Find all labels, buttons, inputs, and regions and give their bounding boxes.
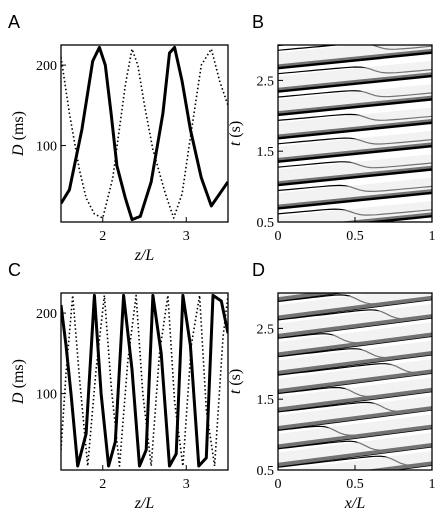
x-axis-label: z/L: [134, 247, 155, 264]
y-axis-label: D (ms): [10, 111, 27, 157]
shaded-region: [278, 414, 432, 449]
shaded-region: [278, 154, 432, 184]
wavefront-curve: [278, 20, 432, 27]
y-tick-label: 1.5: [257, 393, 275, 408]
shaded-region: [278, 395, 432, 430]
shaded-region: [278, 60, 432, 91]
plot-area: [61, 293, 228, 468]
x-axis-label: x/L: [344, 495, 366, 512]
wavefront-curve: [278, 279, 432, 289]
shaded-region: [278, 0, 432, 13]
plot-frame: [60, 44, 229, 223]
x-tick-label: 2: [99, 477, 106, 492]
shaded-region: [278, 293, 340, 301]
series-solid-line: [61, 45, 228, 222]
shaded-region: [278, 256, 432, 276]
shaded-region: [278, 45, 432, 67]
panel-letter: C: [8, 260, 21, 280]
y-axis-label: D (ms): [10, 359, 27, 405]
y-axis-label: t (s): [227, 369, 244, 394]
panel-letter: A: [8, 12, 20, 32]
shaded-region: [278, 130, 432, 161]
series-dotted-line: [61, 294, 228, 467]
shaded-region: [278, 303, 432, 338]
shaded-region: [278, 293, 432, 320]
x-tick-label: 0: [275, 477, 282, 492]
panel-c: C 2 3 100 200 D (ms) z/L: [8, 260, 229, 512]
y-tick-label: 2.5: [257, 74, 275, 89]
y-tick-label: 100: [36, 388, 57, 403]
x-tick-label: 1: [429, 229, 436, 244]
series-dotted-line: [61, 48, 228, 219]
wave-band: [278, 5, 432, 21]
panel-b: B0 0.5 10.51.52.5t (s): [227, 0, 436, 244]
x-tick-label: 3: [183, 477, 190, 492]
wave-band: [278, 45, 289, 47]
panel-a: A 2 3 100 200 D (ms) z/L: [8, 12, 229, 264]
plot-area: [278, 0, 432, 222]
wavefront-curve: [278, 256, 432, 265]
x-tick-label: 2: [99, 229, 106, 244]
plot-area: [61, 45, 228, 222]
y-tick-label: 0.5: [257, 216, 275, 231]
x-tick-label: 0.5: [346, 229, 364, 244]
x-tick-label: 0.5: [346, 477, 364, 492]
panel-letter: D: [252, 260, 265, 280]
y-tick-label: 200: [36, 59, 57, 74]
series-solid-line: [61, 293, 228, 468]
panel-d: D0 0.5 10.51.52.5t (s)x/L: [227, 256, 436, 512]
shaded-region: [278, 84, 432, 114]
y-tick-label: 1.5: [257, 145, 275, 160]
plot-frame: [60, 292, 229, 471]
y-tick-label: 2.5: [257, 322, 275, 337]
shaded-region: [278, 21, 432, 37]
wave-band: [278, 261, 432, 281]
shaded-region: [278, 177, 432, 208]
y-axis-label: t (s): [227, 121, 244, 146]
x-tick-label: 1: [429, 477, 436, 492]
x-tick-label: 0: [275, 229, 282, 244]
y-tick-label: 100: [36, 140, 57, 155]
shaded-region: [278, 359, 432, 393]
shaded-region: [278, 377, 432, 412]
shaded-region: [278, 432, 432, 467]
plot-area: [278, 256, 432, 470]
panel-letter: B: [252, 12, 264, 32]
x-tick-label: 3: [183, 229, 190, 244]
shaded-region: [278, 200, 432, 222]
wavefront-curve: [278, 0, 432, 4]
y-tick-label: 0.5: [257, 464, 275, 479]
shaded-region: [278, 107, 432, 137]
y-tick-label: 200: [36, 307, 57, 322]
x-axis-label: z/L: [134, 495, 155, 512]
shaded-region: [278, 340, 432, 375]
shaded-region: [278, 322, 432, 357]
